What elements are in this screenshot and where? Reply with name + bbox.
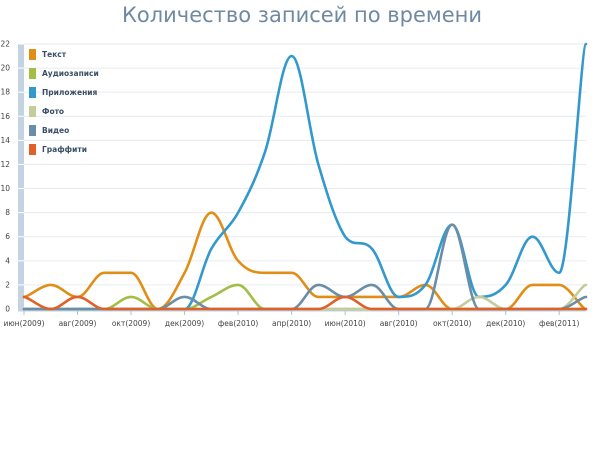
x-tick-label: дек(2009) [165,319,204,328]
legend-label: Текст [42,50,67,59]
legend-label: Видео [42,126,69,135]
legend-swatch [29,106,36,117]
y-tick-label: 2 [5,280,10,289]
y-tick-label: 22 [0,40,10,49]
legend: Текст Аудиозаписи Приложения Фото Видео Графф… [29,49,99,155]
chart-title: Количество записей по времени [121,3,483,27]
series-lines [22,42,588,311]
y-tick-label: 6 [5,232,10,241]
y-axis-band [18,44,24,309]
x-tick-label: июн(2009) [3,319,44,328]
y-tick-label: 16 [0,112,10,121]
y-tick-label: 0 [5,305,10,314]
x-tick-label: апр(2010) [272,319,311,328]
legend-swatch [29,125,36,136]
x-tick-label: окт(2010) [433,319,472,328]
y-tick-label: 14 [0,136,10,145]
y-tick-label: 20 [0,64,10,73]
x-tick-label: авг(2009) [59,319,97,328]
x-tick-label: дек(2010) [486,319,525,328]
y-tick-label: 18 [0,88,10,97]
legend-label: Фото [42,107,64,116]
series-5-line [22,295,588,311]
grid-lines [24,43,586,310]
x-axis: июн(2009) авг(2009) окт(2009) дек(2009) фев(… [3,308,586,328]
legend-label: Аудиозаписи [42,69,99,78]
legend-swatch [29,68,36,79]
x-tick-label: фев(2010) [218,319,258,328]
series-4-line [22,223,588,311]
legend-label: Граффити [42,145,87,154]
series-2-line [22,42,588,311]
x-tick-label: окт(2009) [112,319,151,328]
x-tick-label: авг(2010) [380,319,418,328]
legend-swatch [29,144,36,155]
y-tick-label: 8 [5,208,10,217]
y-tick-label: 4 [5,256,10,265]
legend-label: Приложения [42,88,98,97]
x-tick-label: фев(2011) [539,319,579,328]
y-tick-label: 10 [0,184,10,193]
legend-swatch [29,49,36,60]
y-tick-label: 12 [0,160,10,169]
x-tick-label: июн(2010) [325,319,366,328]
y-axis: 0 2 4 6 8 10 12 14 16 18 20 22 [0,40,24,314]
legend-swatch [29,87,36,98]
